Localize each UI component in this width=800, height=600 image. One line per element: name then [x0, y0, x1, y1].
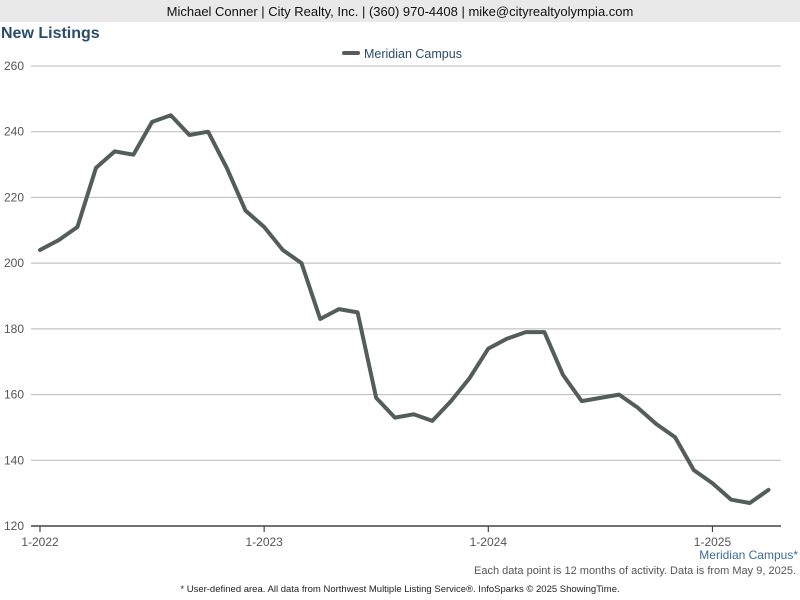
data-point	[132, 153, 135, 156]
data-point	[562, 373, 565, 376]
data-point	[356, 311, 359, 314]
data-note: Each data point is 12 months of activity…	[473, 565, 796, 577]
data-point	[412, 413, 415, 416]
page-title: New Listings	[1, 25, 100, 42]
y-tick-label: 160	[4, 388, 24, 402]
data-point	[543, 331, 546, 334]
data-point	[506, 337, 508, 340]
data-point	[39, 249, 41, 251]
x-tick-label: 1-2023	[245, 535, 283, 549]
data-point	[225, 166, 228, 169]
data-point	[468, 377, 471, 380]
contact-text: Michael Conner | City Realty, Inc. | (36…	[166, 3, 634, 19]
source-note: * User-defined area. All data from North…	[180, 584, 620, 595]
data-point	[169, 114, 172, 117]
data-point	[431, 419, 434, 422]
y-tick-label: 180	[4, 322, 24, 336]
y-tick-label: 120	[4, 519, 24, 533]
legend-label: Meridian Campus	[364, 47, 462, 61]
x-tick-label: 1-2025	[694, 535, 732, 549]
data-point	[449, 400, 452, 403]
data-point	[674, 436, 677, 439]
y-tick-label: 260	[4, 59, 24, 73]
data-point	[375, 396, 378, 399]
data-point	[580, 400, 583, 403]
y-axis-ticks: 120 140 160 180 200 220 240 260	[4, 59, 24, 533]
data-point	[281, 249, 284, 251]
data-point	[524, 331, 527, 334]
x-tick-label: 1-2022	[21, 535, 59, 549]
data-point	[692, 469, 695, 472]
data-point	[487, 347, 490, 350]
data-point	[300, 262, 303, 265]
x-axis: 1-2022 1-2023 1-2024 1-2025	[21, 525, 781, 549]
data-point	[730, 498, 733, 501]
data-point	[767, 488, 770, 491]
data-point	[337, 308, 340, 311]
data-point	[636, 406, 639, 409]
contact-header: Michael Conner | City Realty, Inc. | (36…	[0, 0, 800, 22]
area-note: Meridian Campus*	[699, 548, 798, 562]
data-point	[95, 166, 98, 169]
data-point	[244, 209, 247, 212]
data-point	[207, 130, 210, 133]
y-tick-label: 240	[4, 125, 24, 139]
y-tick-label: 140	[4, 453, 24, 467]
data-point	[393, 416, 396, 419]
series-lines	[38, 113, 771, 505]
data-point	[655, 423, 658, 426]
data-point	[599, 396, 602, 399]
data-point	[711, 482, 714, 485]
data-point	[748, 502, 751, 504]
data-point	[76, 226, 79, 228]
data-point	[188, 134, 191, 136]
series-line	[38, 113, 771, 505]
data-point	[151, 120, 154, 123]
data-point	[618, 393, 621, 396]
data-point	[57, 239, 60, 242]
data-point	[113, 150, 116, 153]
data-point	[263, 226, 266, 228]
grid-lines	[31, 65, 781, 461]
y-tick-label: 200	[4, 256, 24, 270]
legend: Meridian Campus	[342, 47, 462, 61]
y-tick-label: 220	[4, 190, 24, 204]
data-point	[319, 318, 322, 320]
x-tick-label: 1-2024	[470, 535, 508, 549]
